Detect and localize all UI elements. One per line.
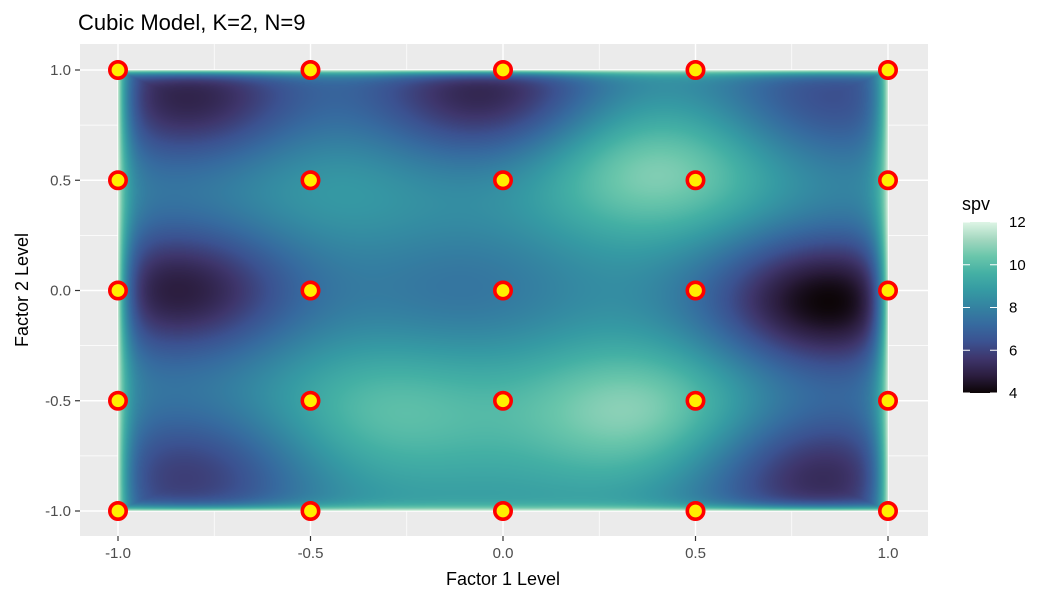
x-axis-ticks: -1.0 -0.5 0.0 0.5 1.0 — [105, 536, 898, 562]
y-axis-title: Factor 2 Level — [12, 233, 32, 347]
y-tick-label-2: 0.0 — [50, 283, 71, 300]
design-point-13 — [492, 170, 513, 191]
design-point-17 — [685, 280, 706, 301]
design-point-2 — [108, 280, 129, 301]
design-point-19 — [685, 59, 706, 80]
design-point-20 — [877, 500, 898, 521]
y-tick-label-3: 0.5 — [50, 172, 71, 189]
design-point-14 — [492, 59, 513, 80]
design-point-9 — [300, 59, 321, 80]
x-axis-title: Factor 1 Level — [446, 569, 560, 589]
legend-title: spv — [962, 194, 990, 214]
x-tick-label-4: 1.0 — [878, 545, 899, 562]
y-axis-ticks: -1.0 -0.5 0.0 0.5 1.0 — [45, 62, 80, 520]
legend-label-1: 6 — [1009, 342, 1017, 359]
y-tick-label-4: 1.0 — [50, 62, 71, 79]
chart-title: Cubic Model, K=2, N=9 — [78, 10, 305, 35]
design-point-0 — [108, 500, 129, 521]
x-tick-label-0: -1.0 — [105, 545, 131, 562]
legend-label-3: 10 — [1009, 257, 1026, 274]
x-tick-label-3: 0.5 — [685, 545, 706, 562]
design-point-21 — [877, 390, 898, 411]
design-points — [108, 59, 898, 521]
design-point-1 — [108, 390, 129, 411]
design-point-3 — [108, 170, 129, 191]
legend-ticks: 4 6 8 10 12 — [963, 214, 1026, 402]
design-point-6 — [300, 390, 321, 411]
design-point-23 — [877, 170, 898, 191]
design-point-22 — [877, 280, 898, 301]
legend-label-0: 4 — [1009, 385, 1017, 402]
design-point-16 — [685, 390, 706, 411]
x-tick-label-2: 0.0 — [493, 545, 514, 562]
design-point-12 — [492, 280, 513, 301]
design-point-4 — [108, 59, 129, 80]
design-point-7 — [300, 280, 321, 301]
design-point-10 — [492, 500, 513, 521]
design-point-24 — [877, 59, 898, 80]
y-tick-label-1: -0.5 — [45, 393, 71, 410]
design-point-8 — [300, 170, 321, 191]
color-legend: spv 4 6 8 10 12 — [962, 194, 1026, 402]
design-point-15 — [685, 500, 706, 521]
x-tick-label-1: -0.5 — [298, 545, 324, 562]
legend-label-2: 8 — [1009, 300, 1017, 317]
y-tick-label-0: -1.0 — [45, 503, 71, 520]
design-point-18 — [685, 170, 706, 191]
legend-label-4: 12 — [1009, 214, 1026, 231]
design-point-5 — [300, 500, 321, 521]
design-point-11 — [492, 390, 513, 411]
